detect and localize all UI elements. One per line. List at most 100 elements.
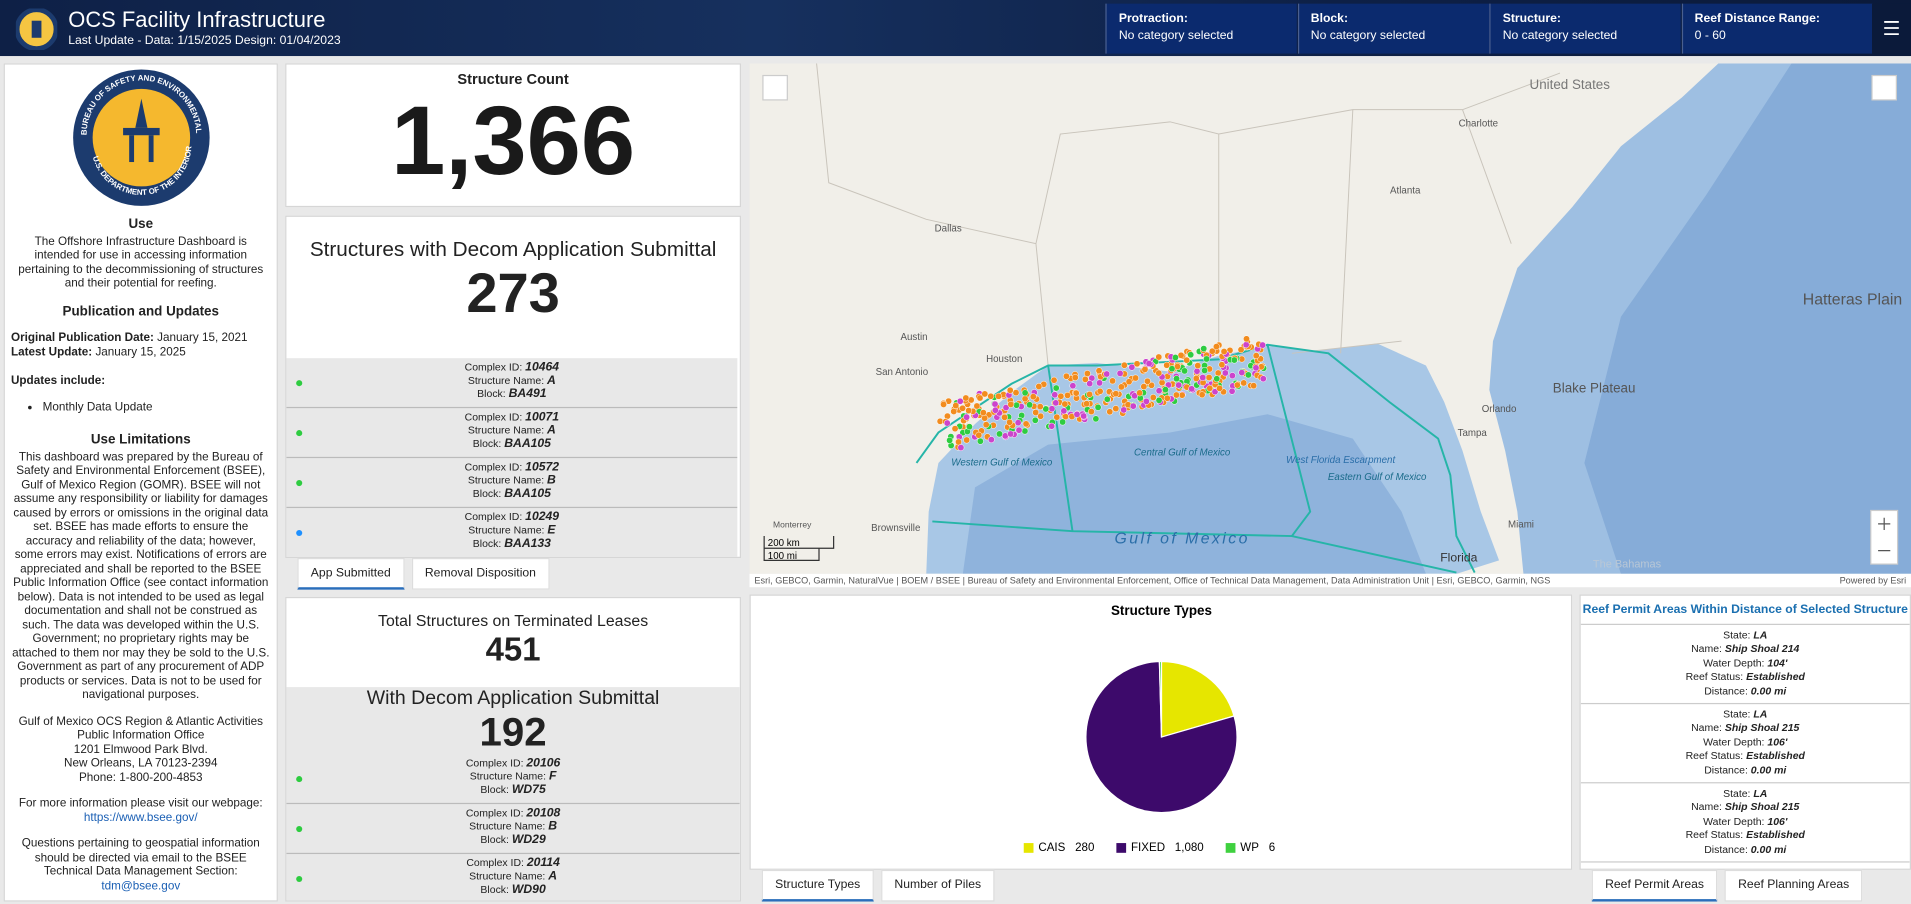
structure-point <box>965 407 973 415</box>
structure-point <box>1021 427 1029 435</box>
reef-item[interactable]: State: LA Name: Ship Shoal 214 Water Depth… <box>1580 625 1910 705</box>
reef-row: Name: Ship Shoal 214 <box>1581 643 1910 657</box>
menu-button[interactable] <box>1872 3 1911 54</box>
tab[interactable]: Number of Piles <box>880 869 995 902</box>
pie-slice[interactable] <box>1158 660 1163 738</box>
field-label: Structure Name: <box>467 423 545 437</box>
field-label: Complex ID: <box>464 510 523 523</box>
structure-point <box>1155 387 1163 395</box>
structure-point <box>1037 412 1045 420</box>
limitations-text: This dashboard was prepared by the Burea… <box>12 450 270 702</box>
field-value: 10071 <box>525 410 560 424</box>
structure-point <box>1214 369 1222 377</box>
structure-point <box>1144 377 1151 385</box>
structure-point <box>1083 370 1091 377</box>
field-label: Name: <box>1691 721 1722 734</box>
structure-item[interactable]: Complex ID: 20108 Structure Name: B Block:… <box>286 804 740 855</box>
map-label: Hatteras Plain <box>1803 292 1902 309</box>
structure-point <box>1051 391 1059 399</box>
filter[interactable]: Protraction: No category selected <box>1105 3 1297 54</box>
decom-panel: Structures with Decom Application Submit… <box>285 215 741 558</box>
structure-point <box>1073 410 1081 418</box>
structure-point <box>1163 361 1171 369</box>
pie-slice[interactable] <box>1160 660 1235 738</box>
reef-item[interactable]: State: LA Name: Ship Shoal 215 Water Depth… <box>1580 783 1910 863</box>
reef-panel: Reef Permit Areas Within Distance of Sel… <box>1579 594 1911 870</box>
structure-point <box>1237 346 1245 354</box>
map-labels: United States Charlotte Atlanta Dallas Austi… <box>773 77 1902 571</box>
reef-item[interactable]: State: LA <box>1581 863 1910 868</box>
structure-point <box>1194 362 1202 370</box>
structure-point <box>1187 351 1195 359</box>
email-link[interactable]: tdm@bsee.gov <box>101 879 181 893</box>
state-borders <box>816 63 1561 366</box>
field-value: A <box>547 423 556 438</box>
status-dot <box>296 776 303 783</box>
structure-point <box>1244 371 1252 379</box>
tab[interactable]: Reef Permit Areas <box>1591 869 1718 902</box>
map-label: West Florida Escarpment <box>1286 455 1396 466</box>
structure-item[interactable]: Complex ID: 10572 Structure Name: B Block:… <box>286 458 738 509</box>
contact-line: New Orleans, LA 70123-2394 <box>64 756 218 770</box>
field-value: 20114 <box>526 856 560 870</box>
structure-item[interactable]: Complex ID: 20114 Structure Name: A Block:… <box>286 854 739 900</box>
field-label: Reef Status: <box>1685 828 1744 841</box>
structure-item[interactable]: Complex ID: 10249 Structure Name: E Block:… <box>286 508 737 557</box>
structure-item[interactable]: Complex ID: 10464 Structure Name: A Block:… <box>286 358 738 409</box>
pie-slice[interactable] <box>1085 660 1238 814</box>
field-value: B <box>548 819 558 834</box>
legend-value: 280 <box>1075 842 1094 854</box>
map-label: Dallas <box>935 223 962 234</box>
structure-point <box>1175 381 1183 389</box>
map-label: Eastern Gulf of Mexico <box>1328 472 1427 483</box>
field-label: Complex ID: <box>464 360 523 373</box>
website-link[interactable]: https://www.bsee.gov/ <box>83 810 198 825</box>
structure-point <box>963 413 971 421</box>
structure-count-panel: Structure Count 1,366 <box>285 63 741 208</box>
structure-point <box>950 408 958 415</box>
structure-point <box>1155 353 1163 361</box>
filter[interactable]: Reef Distance Range: 0 - 60 <box>1681 3 1873 54</box>
legend-swatch <box>1225 843 1236 853</box>
filter[interactable]: Structure: No category selected <box>1489 3 1681 54</box>
field-value: 0.00 mi <box>1750 684 1787 697</box>
field-value: 104' <box>1767 656 1788 669</box>
structure-point <box>1120 361 1128 369</box>
field-value: Established <box>1746 749 1805 762</box>
field-value: LA <box>1753 866 1767 868</box>
structure-point <box>1053 413 1061 421</box>
field-value: LA <box>1753 628 1768 641</box>
collapse-tool[interactable] <box>1871 74 1897 101</box>
item-row: Complex ID: 20108 <box>286 807 739 820</box>
structure-point <box>1131 392 1139 400</box>
field-value: 20108 <box>526 806 561 820</box>
structure-point <box>1252 364 1260 372</box>
item-row: Complex ID: 10464 <box>286 361 737 374</box>
structure-point <box>962 394 970 402</box>
reef-row: Reef Status: Established <box>1581 670 1910 684</box>
tab[interactable]: Removal Disposition <box>411 557 550 590</box>
field-label: Water Depth: <box>1703 656 1765 669</box>
field-value: BAA105 <box>504 437 551 451</box>
tab[interactable]: App Submitted <box>297 557 405 590</box>
structure-item[interactable]: Complex ID: 10071 Structure Name: A Block:… <box>286 408 738 459</box>
structure-item[interactable]: Complex ID: 20106 Structure Name: F Block:… <box>286 754 740 805</box>
filter-label: Reef Distance Range: <box>1694 12 1820 26</box>
deep-gulf <box>962 414 1426 574</box>
reef-item[interactable]: State: LA Name: Ship Shoal 215 Water Depth… <box>1580 704 1910 784</box>
contact-line: Phone: 1-800-200-4853 <box>78 770 203 784</box>
select-tool[interactable] <box>762 74 788 101</box>
structure-point <box>1086 380 1094 388</box>
structure-point <box>1006 418 1014 426</box>
structure-point <box>1095 367 1103 375</box>
field-value: Established <box>1746 828 1805 841</box>
tab[interactable]: Reef Planning Areas <box>1724 869 1863 902</box>
filter[interactable]: Block: No category selected <box>1297 3 1489 54</box>
structure-point <box>1048 422 1056 430</box>
reef-row: Water Depth: 104' <box>1581 656 1910 670</box>
zoom-controls[interactable] <box>1870 509 1899 565</box>
tab[interactable]: Structure Types <box>761 869 874 902</box>
structure-point <box>1155 369 1163 377</box>
map[interactable]: United States Charlotte Atlanta Dallas Austi… <box>749 63 1911 574</box>
structure-point <box>1208 347 1216 355</box>
